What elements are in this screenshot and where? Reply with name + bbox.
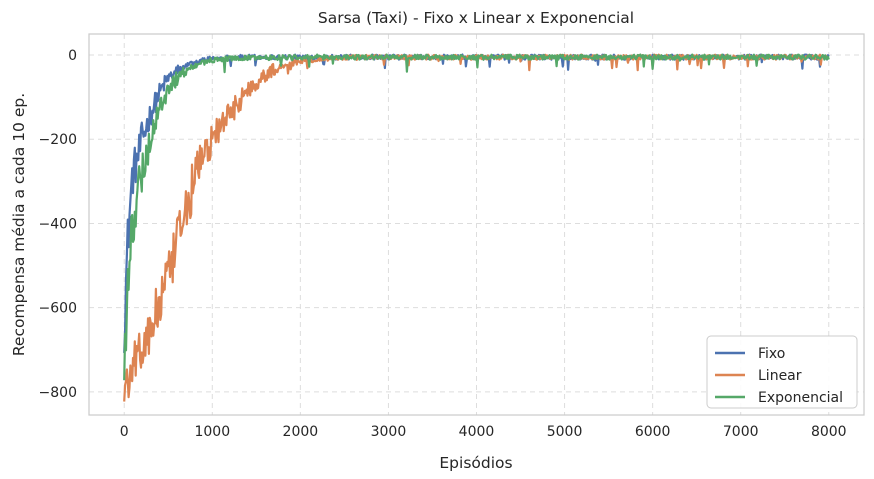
legend: Fixo Linear Exponencial (706, 335, 858, 409)
plot-frame (88, 33, 865, 416)
y-axis-title: Recompensa média a cada 10 ep. (10, 93, 28, 356)
series-line-exponencial (123, 53, 830, 381)
tick-labels: 0 1000 2000 3000 4000 5000 6000 7000 8000 0 −200 −4… (39, 48, 847, 440)
y-tick-label: 0 (68, 48, 77, 64)
x-tick-label: 5000 (547, 424, 583, 440)
x-tick-label: 3000 (371, 424, 407, 440)
y-tick-label: −200 (39, 132, 77, 148)
legend-label: Exponencial (758, 390, 843, 406)
x-axis-title: Episódios (439, 454, 512, 472)
x-tick-label: 0 (120, 424, 129, 440)
series-lines (123, 53, 830, 402)
legend-label: Fixo (758, 346, 785, 362)
y-tick-label: −800 (39, 385, 77, 401)
y-tick-label: −600 (39, 301, 77, 317)
y-tick-label: −400 (39, 216, 77, 232)
chart-title: Sarsa (Taxi) - Fixo x Linear x Exponenci… (318, 9, 634, 27)
x-tick-label: 2000 (283, 424, 319, 440)
x-tick-label: 4000 (459, 424, 495, 440)
x-tick-label: 8000 (811, 424, 847, 440)
x-tick-label: 7000 (723, 424, 759, 440)
legend-label: Linear (758, 368, 802, 384)
x-tick-label: 1000 (194, 424, 230, 440)
x-tick-label: 6000 (635, 424, 671, 440)
